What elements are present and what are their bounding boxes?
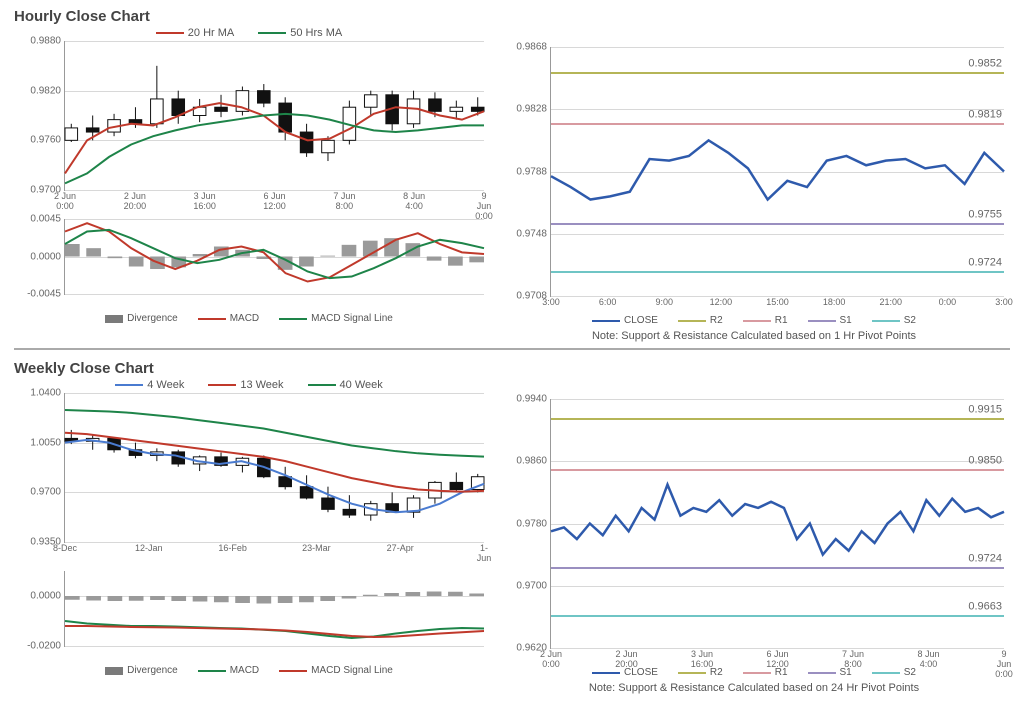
x-tick-label: 27-Apr bbox=[387, 544, 414, 554]
legend-item: 13 Week bbox=[208, 379, 283, 391]
x-tick-label: 21:00 bbox=[879, 298, 902, 308]
y-tick-label: -0.0200 bbox=[27, 641, 65, 652]
legend-item: R2 bbox=[678, 315, 723, 326]
weekly-sr-chart: 0.96200.97000.97800.98600.99402 Jun0:002… bbox=[550, 399, 1004, 649]
x-tick-label: 6 Jun12:00 bbox=[766, 650, 789, 670]
x-tick-label: 2 Jun20:00 bbox=[615, 650, 638, 670]
legend-item: MACD bbox=[198, 313, 259, 324]
x-tick-label: 3:00 bbox=[995, 298, 1013, 308]
x-tick-label: 3:00 bbox=[542, 298, 560, 308]
weekly-section: Weekly Close Chart 4 Week 13 Week 40 Week … bbox=[14, 360, 1010, 694]
hourly-main-chart: 0.97000.97600.98200.98802 Jun0:002 Jun20… bbox=[64, 41, 484, 191]
legend-item: MACD bbox=[198, 665, 259, 676]
hourly-right-col: 0.97080.97480.97880.98280.98683:006:009:… bbox=[504, 27, 1004, 342]
y-tick-label: 0.9760 bbox=[30, 135, 65, 146]
y-tick-label: 0.9940 bbox=[516, 394, 551, 405]
weekly-row: 4 Week 13 Week 40 Week 0.93500.97001.00501… bbox=[14, 379, 1010, 694]
hourly-section: Hourly Close Chart 20 Hr MA 50 Hrs MA 0.9… bbox=[14, 8, 1010, 342]
weekly-macd-legend: Divergence MACD MACD Signal Line bbox=[14, 665, 484, 676]
section-divider bbox=[14, 348, 1010, 350]
x-tick-label: 23-Mar bbox=[302, 544, 331, 554]
y-tick-label: 0.9860 bbox=[516, 456, 551, 467]
hourly-sr-chart: 0.97080.97480.97880.98280.98683:006:009:… bbox=[550, 47, 1004, 297]
weekly-right-col: 0.96200.97000.97800.98600.99402 Jun0:002… bbox=[504, 379, 1004, 694]
hourly-left-col: 20 Hr MA 50 Hrs MA 0.97000.97600.98200.98… bbox=[14, 27, 484, 342]
y-tick-label: 0.9700 bbox=[30, 487, 65, 498]
legend-item: CLOSE bbox=[592, 315, 658, 326]
y-tick-label: 0.9820 bbox=[30, 85, 65, 96]
x-tick-label: 7 Jun8:00 bbox=[842, 650, 864, 670]
x-tick-label: 9 Jun0:00 bbox=[475, 192, 493, 222]
legend-item: S2 bbox=[872, 315, 916, 326]
x-tick-label: 8 Jun4:00 bbox=[403, 192, 425, 212]
legend-item: R1 bbox=[743, 315, 788, 326]
legend-item: S1 bbox=[808, 315, 852, 326]
x-tick-label: 3 Jun16:00 bbox=[691, 650, 714, 670]
x-tick-label: 15:00 bbox=[766, 298, 789, 308]
hourly-sr-legend: CLOSE R2 R1 S1 S2 bbox=[504, 315, 1004, 326]
x-tick-label: 3 Jun16:00 bbox=[193, 192, 216, 212]
hourly-macd-legend: Divergence MACD MACD Signal Line bbox=[14, 313, 484, 324]
weekly-main-chart: 0.93500.97001.00501.04008-Dec12-Jan16-Fe… bbox=[64, 393, 484, 543]
hourly-main-legend: 20 Hr MA 50 Hrs MA bbox=[14, 27, 484, 39]
y-tick-label: 0.9788 bbox=[516, 166, 551, 177]
y-tick-label: 0.9780 bbox=[516, 518, 551, 529]
weekly-main-legend: 4 Week 13 Week 40 Week bbox=[14, 379, 484, 391]
weekly-title: Weekly Close Chart bbox=[14, 360, 1010, 377]
y-tick-label: 0.9868 bbox=[516, 42, 551, 53]
x-tick-label: 12:00 bbox=[710, 298, 733, 308]
y-tick-label: 1.0050 bbox=[30, 437, 65, 448]
x-tick-label: 16-Feb bbox=[218, 544, 247, 554]
legend-item: MACD Signal Line bbox=[279, 313, 393, 324]
weekly-macd-chart: -0.02000.0000 bbox=[64, 571, 484, 647]
y-tick-label: 0.9880 bbox=[30, 36, 65, 47]
x-tick-label: 6 Jun12:00 bbox=[263, 192, 286, 212]
x-tick-label: 8 Jun4:00 bbox=[917, 650, 939, 670]
hourly-row: 20 Hr MA 50 Hrs MA 0.97000.97600.98200.98… bbox=[14, 27, 1010, 342]
y-tick-label: 1.0400 bbox=[30, 388, 65, 399]
x-tick-label: 2 Jun0:00 bbox=[540, 650, 562, 670]
legend-item: 50 Hrs MA bbox=[258, 27, 342, 39]
hourly-macd-chart: -0.00450.00000.0045 bbox=[64, 219, 484, 295]
x-tick-label: 9 Jun0:00 bbox=[995, 650, 1013, 680]
x-tick-label: 6:00 bbox=[599, 298, 617, 308]
weekly-sr-note: Note: Support & Resistance Calculated ba… bbox=[504, 682, 1004, 694]
x-tick-label: 1-Jun bbox=[477, 544, 492, 564]
x-tick-label: 0:00 bbox=[939, 298, 957, 308]
x-tick-label: 9:00 bbox=[655, 298, 673, 308]
y-tick-label: 0.9700 bbox=[516, 580, 551, 591]
legend-item: Divergence bbox=[105, 313, 178, 324]
y-tick-label: -0.0045 bbox=[27, 289, 65, 300]
y-tick-label: 0.0000 bbox=[30, 251, 65, 262]
legend-item: 4 Week bbox=[115, 379, 184, 391]
y-tick-label: 0.9748 bbox=[516, 228, 551, 239]
x-tick-label: 2 Jun0:00 bbox=[54, 192, 76, 212]
y-tick-label: 0.0045 bbox=[30, 214, 65, 225]
y-tick-label: 0.0000 bbox=[30, 591, 65, 602]
x-tick-label: 18:00 bbox=[823, 298, 846, 308]
y-tick-label: 0.9828 bbox=[516, 104, 551, 115]
legend-item: 20 Hr MA bbox=[156, 27, 234, 39]
hourly-title: Hourly Close Chart bbox=[14, 8, 1010, 25]
legend-item: MACD Signal Line bbox=[279, 665, 393, 676]
x-tick-label: 2 Jun20:00 bbox=[124, 192, 147, 212]
x-tick-label: 7 Jun8:00 bbox=[333, 192, 355, 212]
weekly-left-col: 4 Week 13 Week 40 Week 0.93500.97001.00501… bbox=[14, 379, 484, 694]
hourly-sr-note: Note: Support & Resistance Calculated ba… bbox=[504, 330, 1004, 342]
legend-item: 40 Week bbox=[308, 379, 383, 391]
x-tick-label: 8-Dec bbox=[53, 544, 77, 554]
legend-item: S2 bbox=[872, 667, 916, 678]
x-tick-label: 12-Jan bbox=[135, 544, 163, 554]
legend-item: Divergence bbox=[105, 665, 178, 676]
